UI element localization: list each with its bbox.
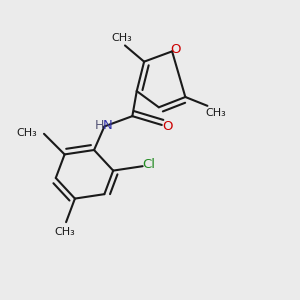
Text: N: N bbox=[102, 119, 112, 132]
Text: Cl: Cl bbox=[142, 158, 156, 171]
Text: O: O bbox=[170, 44, 181, 56]
Text: O: O bbox=[162, 120, 172, 133]
Text: CH₃: CH₃ bbox=[16, 128, 37, 138]
Text: CH₃: CH₃ bbox=[206, 108, 226, 118]
Text: H: H bbox=[94, 119, 104, 132]
Text: CH₃: CH₃ bbox=[112, 32, 132, 43]
Text: CH₃: CH₃ bbox=[54, 227, 75, 237]
